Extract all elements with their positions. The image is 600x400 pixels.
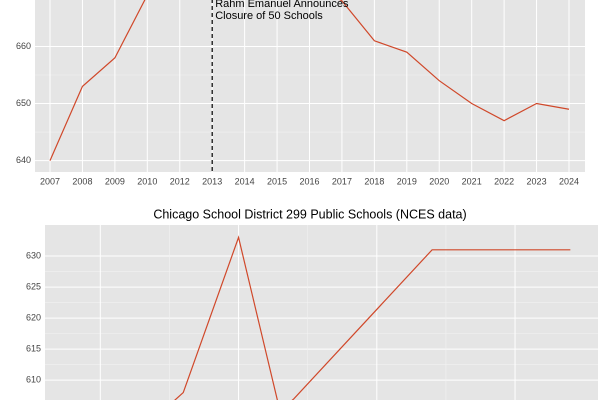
x-tick-label: 2022 [494,176,514,186]
y-tick-label: 610 [26,375,41,385]
x-tick-label: 2023 [527,176,547,186]
x-tick-label: 2017 [332,176,352,186]
x-tick-label: 2020 [429,176,449,186]
y-tick-label: 630 [26,250,41,260]
x-tick-label: 2016 [299,176,319,186]
y-tick-label: 615 [26,344,41,354]
panel [45,225,598,400]
y-tick-label: 625 [26,281,41,291]
x-tick-label: 2012 [170,176,190,186]
x-tick-label: 2013 [202,176,222,186]
annotation: Closure of 50 Schools [215,10,323,22]
line [174,235,571,400]
x-tick-label: 2007 [40,176,60,186]
x-tick-label: 2010 [137,176,157,186]
chart-title: Chicago School District 299 Public Schoo… [153,207,466,221]
x-tick-label: 2014 [235,176,255,186]
y-tick-label: 650 [16,98,31,108]
x-tick-label: 2021 [462,176,482,186]
x-tick-label: 2024 [559,176,579,186]
y-tick-label: 640 [16,155,31,165]
x-tick-label: 2019 [397,176,417,186]
x-tick-label: 2009 [105,176,125,186]
annotation: Rahm Emanuel Announces [215,0,349,10]
x-tick-label: 2015 [267,176,287,186]
x-tick-label: 2018 [364,176,384,186]
y-tick-label: 620 [26,312,41,322]
x-tick-label: 2008 [72,176,92,186]
line [49,0,570,161]
y-tick-label: 660 [16,41,31,51]
